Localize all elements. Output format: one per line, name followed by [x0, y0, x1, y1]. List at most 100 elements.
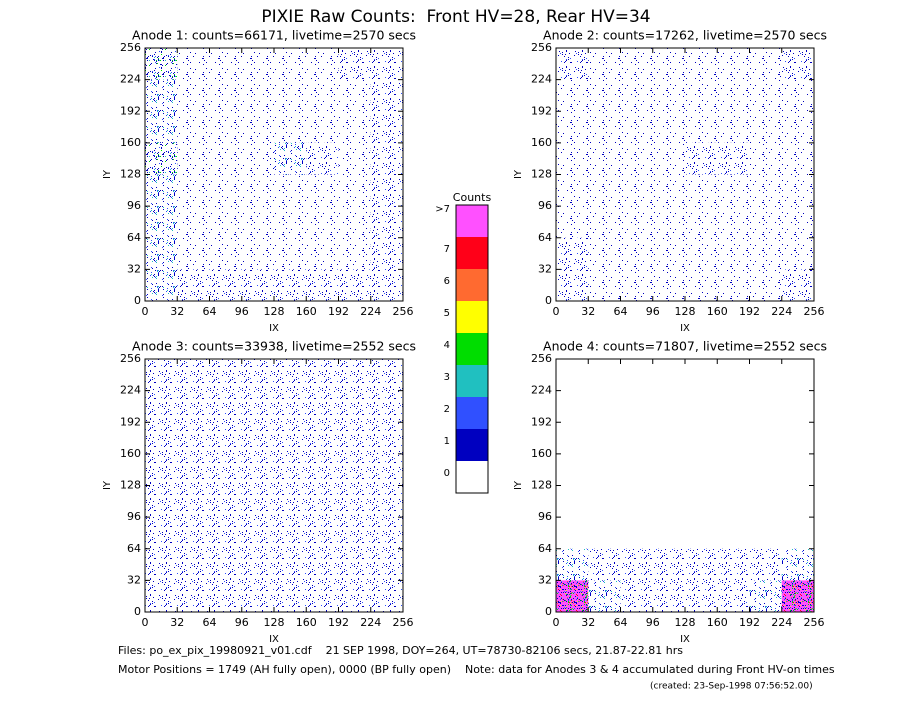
heatmap-cell [749, 237, 783, 270]
y-tick-label: 64 [127, 231, 141, 244]
heatmap-cell [338, 517, 372, 550]
heatmap-cell [274, 111, 307, 144]
heatmap-cell [338, 453, 372, 486]
heatmap-cell [717, 111, 750, 144]
heatmap-cell [274, 548, 307, 581]
y-axis-label: IY [513, 480, 524, 490]
heatmap-cell [620, 174, 654, 207]
y-tick-label: 160 [120, 447, 141, 460]
heatmap-cell [652, 517, 686, 550]
y-tick-label: 192 [531, 104, 552, 117]
heatmap-cell [338, 359, 372, 391]
heatmap-cell [588, 237, 621, 270]
heatmap-cell [274, 174, 307, 207]
x-tick-label: 192 [328, 305, 349, 318]
heatmap-cell [370, 142, 404, 175]
heatmap-cell [556, 548, 589, 581]
colorbar-label: 6 [444, 276, 450, 287]
heatmap-cell [145, 142, 178, 175]
heatmap-cell [652, 269, 686, 302]
heatmap-cell [749, 359, 783, 391]
heatmap-cell [685, 517, 718, 550]
x-tick-label: 64 [614, 305, 628, 318]
heatmap-cell [781, 174, 815, 207]
heatmap-cell [588, 269, 621, 302]
heatmap-cell [588, 111, 621, 144]
colorbar-block [456, 237, 488, 269]
heatmap-cell [556, 517, 589, 550]
heatmap-cell [370, 237, 404, 270]
y-tick-label: 96 [127, 510, 141, 523]
heatmap-cell [370, 485, 404, 518]
heatmap-cell [209, 79, 243, 112]
heatmap-cell [556, 142, 589, 175]
heatmap-cell [781, 206, 815, 239]
heatmap-cell [274, 269, 307, 302]
x-tick-label: 64 [203, 305, 217, 318]
y-tick-label: 256 [120, 41, 141, 54]
x-tick-label: 96 [235, 616, 249, 629]
heatmap-cell [306, 422, 339, 455]
heatmap-cell [620, 485, 654, 518]
heatmap-cell [145, 269, 178, 302]
y-tick-label: 32 [127, 573, 141, 586]
heatmap-cell [338, 390, 372, 423]
heatmap-cell [145, 580, 178, 613]
heatmap-cell [209, 580, 243, 613]
heatmap-cell [274, 453, 307, 486]
heatmap-cell [274, 237, 307, 270]
x-tick-label: 0 [553, 616, 560, 629]
heatmap-cell [241, 269, 275, 302]
heatmap-cell [274, 142, 307, 175]
heatmap-cell [588, 48, 621, 80]
heatmap-cell [370, 390, 404, 423]
heatmap-cell [717, 174, 750, 207]
heatmap-cell [781, 390, 815, 423]
panel-title: Anode 3: counts=33938, livetime=2552 sec… [132, 339, 416, 354]
y-axis-label: IY [102, 169, 113, 179]
heatmap-cell [556, 174, 589, 207]
x-tick-label: 128 [675, 305, 696, 318]
heatmap-cell [749, 548, 783, 581]
heatmap-cell [209, 237, 243, 270]
y-tick-label: 224 [120, 73, 141, 86]
heatmap-cell [145, 390, 178, 423]
heatmap-cell [749, 79, 783, 112]
heatmap-cell [306, 142, 339, 175]
y-tick-label: 64 [538, 231, 552, 244]
y-tick-label: 64 [127, 542, 141, 555]
heatmap-cell [781, 548, 815, 581]
heatmap-cell [588, 142, 621, 175]
heatmap-cell [241, 174, 275, 207]
x-axis-label: IX [269, 634, 279, 645]
heatmap-cell [685, 174, 718, 207]
heatmap-cell [781, 142, 815, 175]
heatmap-cell [652, 422, 686, 455]
heatmap-cell [556, 359, 589, 391]
colorbar-block [456, 365, 488, 397]
y-tick-label: 160 [120, 136, 141, 149]
heatmap-cell [588, 206, 621, 239]
x-tick-label: 128 [675, 616, 696, 629]
heatmap-cell [588, 580, 621, 613]
heatmap-cell [588, 517, 621, 550]
heatmap-cell [145, 517, 178, 550]
heatmap-cell [781, 485, 815, 518]
heatmap-cell [209, 422, 243, 455]
y-tick-label: 96 [127, 199, 141, 212]
panel-title: Anode 2: counts=17262, livetime=2570 sec… [543, 28, 827, 43]
heatmap-cell [370, 79, 404, 112]
heatmap-cell [177, 142, 210, 175]
heatmap-cell [652, 390, 686, 423]
heatmap-cell [306, 453, 339, 486]
heatmap-cell [338, 485, 372, 518]
heatmap-cell [749, 580, 783, 613]
heatmap-cell [145, 453, 178, 486]
colorbar-label: 1 [444, 436, 450, 447]
heatmap-cell [338, 111, 372, 144]
heatmap-cell [749, 485, 783, 518]
colorbar-block [456, 269, 488, 301]
y-tick-label: 224 [531, 384, 552, 397]
heatmap-cell [370, 517, 404, 550]
heatmap-cell [241, 390, 275, 423]
